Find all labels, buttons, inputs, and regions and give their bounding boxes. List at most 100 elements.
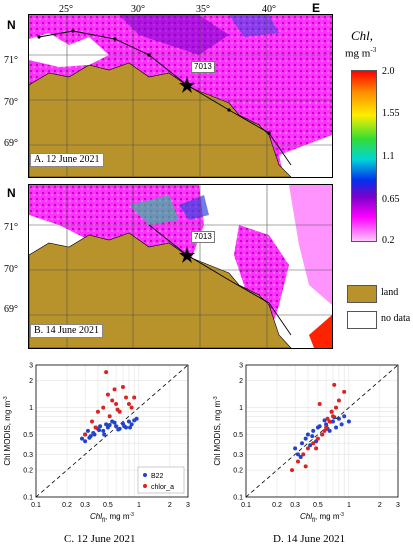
point-chlor-a bbox=[334, 405, 339, 410]
chl-patch-a2 bbox=[229, 15, 279, 37]
colorbar-title: Chl, bbox=[351, 28, 374, 43]
station-star-a bbox=[179, 77, 195, 93]
x-tick-label: 0.5 bbox=[103, 502, 113, 509]
legend-land-label: land bbox=[381, 287, 399, 298]
point-chlor-a bbox=[303, 464, 308, 469]
transect-line-b bbox=[148, 224, 292, 336]
legend-land-swatch bbox=[347, 285, 377, 303]
point-chlor-a bbox=[105, 392, 110, 397]
point-chlor-a bbox=[327, 419, 332, 424]
point-chlor-a bbox=[295, 459, 300, 464]
lat-label-b-70: 70° bbox=[4, 264, 18, 275]
point-B22 bbox=[317, 424, 322, 429]
legend-label-B22: B22 bbox=[151, 473, 164, 480]
lat-label-a-71: 71° bbox=[4, 55, 18, 66]
point-chlor-a bbox=[101, 405, 106, 410]
east-label: E bbox=[312, 1, 321, 15]
point-B22 bbox=[305, 432, 310, 437]
point-B22 bbox=[134, 416, 139, 421]
point-B22 bbox=[126, 419, 131, 424]
point-B22 bbox=[339, 422, 344, 427]
point-B22 bbox=[324, 422, 329, 427]
x-tick-label: 1 bbox=[137, 502, 141, 509]
legend-nodata-swatch bbox=[347, 311, 377, 329]
point-chlor-a bbox=[107, 414, 112, 419]
y-tick-label: 1 bbox=[29, 405, 33, 412]
colorbar-tick-3: 0.65 bbox=[382, 194, 400, 205]
point-chlor-a bbox=[325, 416, 330, 421]
map-panel-a: 7013 A. 12 June 2021 bbox=[28, 14, 333, 178]
point-chlor-a bbox=[314, 446, 319, 451]
point-chlor-a bbox=[114, 401, 119, 406]
x-tick-label: 3 bbox=[396, 502, 400, 509]
point-chlor-a bbox=[301, 452, 306, 457]
point-chlor-a bbox=[342, 389, 347, 394]
point-chlor-a bbox=[329, 409, 334, 414]
station-label-a: 7013 bbox=[191, 61, 215, 73]
x-tick-label: 0.2 bbox=[272, 502, 282, 509]
plot-frame bbox=[35, 364, 189, 498]
graticule-b bbox=[29, 185, 332, 348]
lon-label-25: 25° bbox=[59, 4, 73, 15]
y-tick-label: 0.2 bbox=[233, 468, 243, 475]
point-chlor-a bbox=[89, 419, 94, 424]
point-B22 bbox=[114, 424, 119, 429]
lat-label-a-70: 70° bbox=[4, 97, 18, 108]
point-B22 bbox=[102, 432, 107, 437]
point-B22 bbox=[80, 436, 85, 441]
chl-patch-b-red bbox=[309, 315, 332, 348]
point-B22 bbox=[112, 420, 117, 425]
north-label-b: N bbox=[7, 186, 16, 200]
point-chlor-a bbox=[95, 409, 100, 414]
point-B22 bbox=[85, 428, 90, 433]
lat-label-b-71: 71° bbox=[4, 222, 18, 233]
map-a-canvas bbox=[29, 15, 332, 177]
land-b bbox=[29, 232, 292, 348]
x-tick-label: 1 bbox=[347, 502, 351, 509]
scatter-plot-c: 0.1 0.2 0.3 0.5 1 2 3 0.1 0.2 0.3 0.5 1 2 3 Chlfl, mg … bbox=[3, 363, 190, 525]
chl-patch-b-green bbox=[129, 195, 179, 225]
point-B22 bbox=[101, 428, 106, 433]
x-tick-label: 0.3 bbox=[80, 502, 90, 509]
y-tick-label: 0.5 bbox=[23, 432, 33, 439]
point-B22 bbox=[330, 419, 335, 424]
station-label-b: 7013 bbox=[191, 231, 215, 243]
x-axis-label: Chlfl, mg m-3 bbox=[300, 512, 344, 524]
nodata-a bbox=[279, 135, 332, 177]
point-B22 bbox=[98, 424, 103, 429]
point-chlor-a bbox=[315, 436, 320, 441]
point-B22 bbox=[322, 418, 327, 423]
point-chlor-a bbox=[132, 395, 137, 400]
y-tick-label: 0.1 bbox=[233, 495, 243, 502]
point-chlor-a bbox=[124, 395, 129, 400]
legend-marker-B22 bbox=[143, 473, 147, 477]
point-chlor-a bbox=[336, 398, 341, 403]
y-tick-label: 1 bbox=[239, 405, 243, 412]
point-B22 bbox=[346, 419, 351, 424]
x-tick-label: 0.1 bbox=[241, 502, 251, 509]
chl-field-b3 bbox=[289, 185, 332, 305]
point-chlor-a bbox=[104, 370, 109, 375]
x-axis-label: Chlfl, mg m-3 bbox=[90, 512, 134, 524]
legend-nodata-label: no data bbox=[381, 313, 411, 324]
point-B22 bbox=[293, 446, 298, 451]
point-B22 bbox=[83, 439, 88, 444]
point-B22 bbox=[308, 443, 313, 448]
point-chlor-a bbox=[290, 468, 295, 473]
map-b-canvas bbox=[29, 185, 332, 348]
x-tick-label: 3 bbox=[186, 502, 190, 509]
point-B22 bbox=[310, 434, 315, 439]
point-B22 bbox=[295, 452, 300, 457]
x-tick-label: 0.3 bbox=[290, 502, 300, 509]
point-B22 bbox=[336, 416, 341, 421]
point-B22 bbox=[129, 422, 134, 427]
point-chlor-a bbox=[330, 414, 335, 419]
lon-label-30: 30° bbox=[131, 4, 145, 15]
point-B22 bbox=[299, 441, 304, 446]
colorbar-title-text: Chl, bbox=[351, 28, 374, 43]
y-axis-label: Chl MODIS, mg m-3 bbox=[3, 396, 12, 466]
point-B22 bbox=[334, 425, 339, 430]
point-B22 bbox=[122, 424, 127, 429]
point-chlor-a bbox=[126, 401, 131, 406]
y-tick-label: 3 bbox=[29, 363, 33, 370]
